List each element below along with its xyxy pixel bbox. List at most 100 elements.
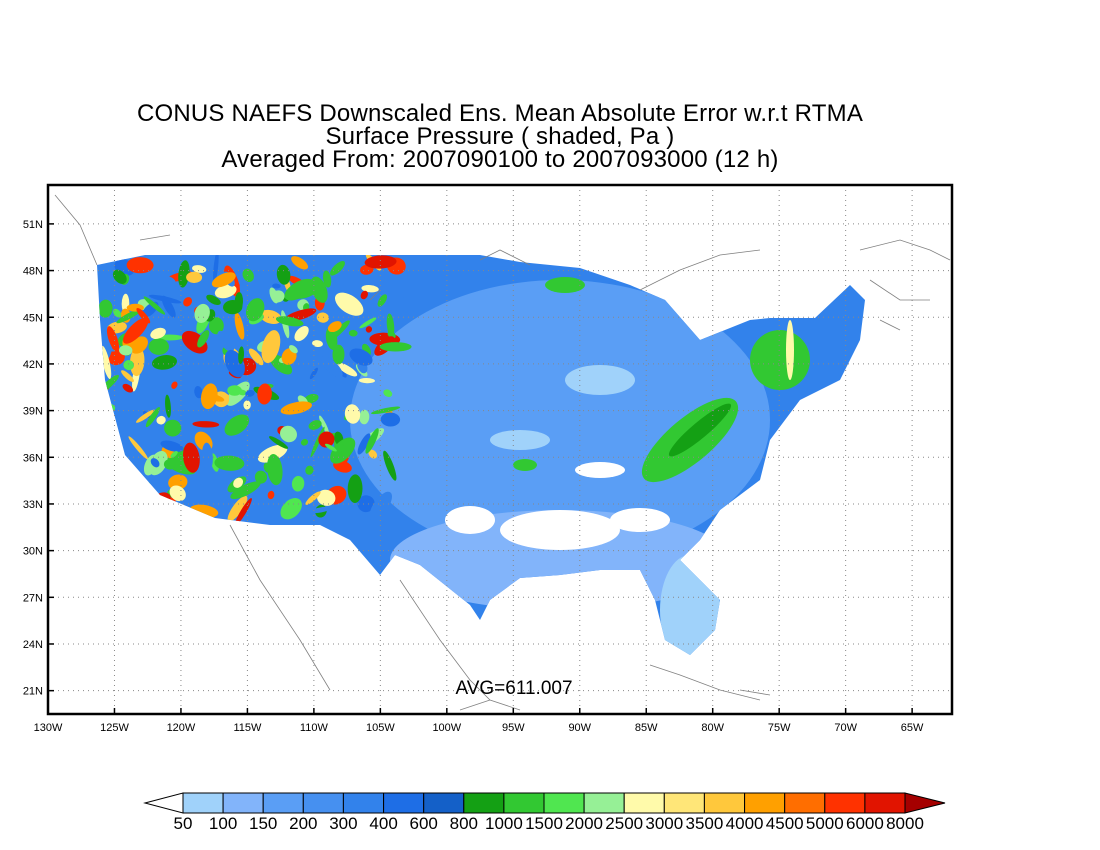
- terrain-blob: [310, 276, 328, 303]
- terrain-blob: [275, 316, 304, 327]
- terrain-blob: [267, 453, 283, 486]
- terrain-blob: [364, 255, 397, 269]
- terrain-blob: [319, 415, 330, 436]
- colorbar-level-label: 2500: [605, 814, 643, 833]
- terrain-blob: [294, 326, 309, 342]
- terrain-blob: [257, 444, 288, 463]
- field-white-patch-2: [445, 506, 495, 534]
- terrain-blob: [214, 284, 237, 299]
- field-central-lowerror: [350, 280, 770, 560]
- terrain-blob: [143, 296, 166, 315]
- terrain-blob: [267, 490, 275, 500]
- terrain-blob: [269, 436, 289, 449]
- field-northeast-terrain: [750, 330, 810, 390]
- title-line-3: Averaged From: 2007090100 to 2007093000 …: [221, 146, 779, 173]
- colorbar-level-label: 150: [249, 814, 277, 833]
- terrain-blob: [263, 462, 271, 473]
- lon-label-110W: 110W: [300, 722, 329, 734]
- lon-label-130W: 130W: [34, 722, 63, 734]
- terrain-blob: [197, 329, 210, 348]
- terrain-blob: [165, 394, 171, 418]
- lon-label-70W: 70W: [834, 722, 857, 734]
- colorbar-level-label: 400: [369, 814, 397, 833]
- colorbar-box: [423, 792, 465, 814]
- lat-label-33N: 33N: [23, 499, 43, 511]
- colorbar-level-label: 1000: [485, 814, 523, 833]
- terrain-blob: [99, 307, 105, 315]
- coastline-outline: [54, 194, 951, 711]
- terrain-blob: [272, 283, 281, 289]
- terrain-blob: [242, 268, 254, 282]
- terrain-blob: [330, 261, 345, 276]
- lat-label-48N: 48N: [23, 266, 43, 278]
- lon-label-95W: 95W: [502, 722, 525, 734]
- terrain-blob: [322, 270, 332, 288]
- terrain-blob: [389, 342, 395, 350]
- terrain-blob: [248, 348, 264, 366]
- terrain-blob: [224, 414, 250, 436]
- terrain-blob: [211, 272, 236, 288]
- colorbar-box: [222, 792, 264, 814]
- terrain-blob: [257, 383, 272, 405]
- longitude-labels: 130W 125W 120W 115W 110W 105W 100W 95W 90W 85W 80W…: [34, 708, 924, 734]
- field-white-patch-1: [500, 510, 620, 550]
- terrain-blob: [148, 338, 169, 355]
- terrain-blob: [383, 389, 393, 397]
- terrain-blob: [316, 489, 336, 506]
- colorbar-level-label: 3500: [685, 814, 723, 833]
- terrain-blob: [316, 312, 329, 323]
- terrain-blob: [365, 326, 373, 333]
- terrain-blob: [318, 431, 335, 448]
- lat-label-27N: 27N: [23, 592, 43, 604]
- terrain-blob: [201, 442, 213, 471]
- terrain-blob: [227, 385, 242, 396]
- colorbar-level-label: 1500: [525, 814, 563, 833]
- colorbar-box: [503, 792, 545, 814]
- terrain-blob: [136, 307, 151, 324]
- field-ozark-patch: [513, 459, 537, 471]
- lat-label-24N: 24N: [23, 639, 43, 651]
- colorbar-level-label: 4000: [726, 814, 764, 833]
- terrain-blob: [304, 393, 319, 404]
- lon-label-80W: 80W: [701, 722, 724, 734]
- terrain-blob: [347, 474, 363, 503]
- terrain-blob: [194, 303, 210, 323]
- terrain-blob: [305, 491, 321, 505]
- map-frame: [46, 183, 954, 716]
- field-northeast-ridge: [786, 320, 794, 380]
- colorbar-underflow-triangle: [143, 792, 184, 814]
- terrain-blob: [123, 317, 149, 344]
- terrain-blob: [309, 367, 318, 380]
- lon-label-100W: 100W: [432, 722, 461, 734]
- terrain-blob: [146, 274, 176, 288]
- terrain-blob: [128, 436, 148, 460]
- terrain-blob: [308, 420, 322, 430]
- terrain-blob: [291, 256, 309, 270]
- terrain-blob: [214, 455, 245, 471]
- field-western-terrain: [97, 255, 412, 526]
- terrain-blob: [106, 326, 120, 353]
- terrain-blob: [269, 287, 279, 304]
- terrain-blob: [349, 348, 373, 366]
- colorbar-box: [784, 792, 826, 814]
- terrain-blob: [183, 297, 193, 307]
- lon-label-125W: 125W: [100, 722, 129, 734]
- colorbar-box: [864, 792, 906, 814]
- terrain-blob: [259, 309, 282, 324]
- terrain-blob: [368, 449, 378, 459]
- terrain-blob: [234, 312, 245, 340]
- terrain-blob: [280, 425, 297, 443]
- terrain-blob: [261, 330, 281, 364]
- terrain-blob: [186, 271, 203, 284]
- map-gridlines: [48, 185, 952, 714]
- colorbar-level-label: 4500: [766, 814, 804, 833]
- terrain-blob: [192, 265, 207, 273]
- latitude-labels: 51N 48N 45N 42N 39N 36N 33N 30N 27N 24N 21N: [23, 219, 54, 698]
- lat-label-36N: 36N: [23, 452, 43, 464]
- map-title: CONUS NAEFS Downscaled Ens. Mean Absolut…: [48, 102, 952, 173]
- terrain-blob: [377, 294, 388, 307]
- colorbar-box: [302, 792, 344, 814]
- terrain-blob: [194, 385, 203, 399]
- terrain-blob: [280, 401, 312, 415]
- field-appalachian-core: [668, 403, 732, 457]
